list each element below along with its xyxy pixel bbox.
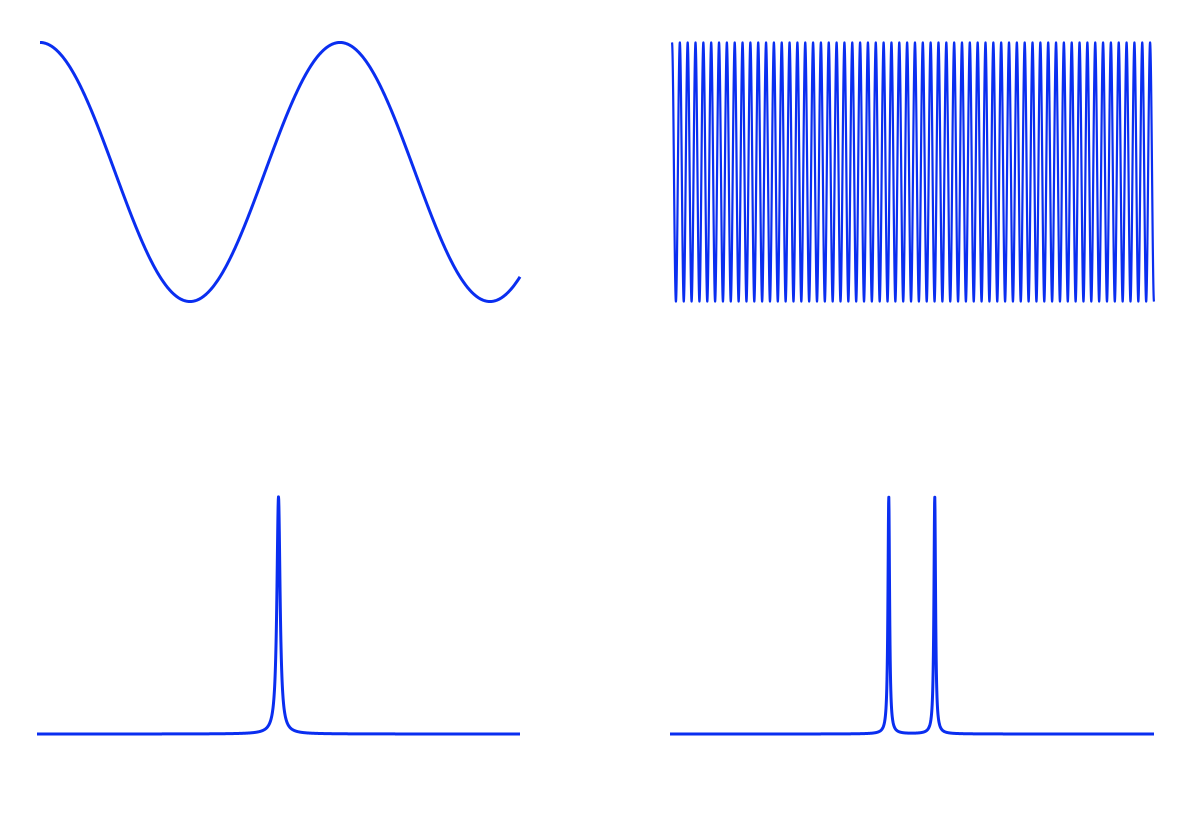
high-frequency-signal-panel bbox=[670, 41, 1156, 303]
spectrum-two-peaks-panel bbox=[668, 495, 1156, 736]
spectrum-single-peak-panel bbox=[35, 495, 522, 736]
spectrum-two-peaks-line bbox=[668, 495, 1156, 736]
spectrum-single-peak-line bbox=[35, 495, 522, 736]
low-frequency-signal-panel bbox=[39, 40, 522, 304]
low-frequency-signal-line bbox=[39, 40, 522, 304]
high-frequency-signal-line bbox=[670, 41, 1156, 303]
